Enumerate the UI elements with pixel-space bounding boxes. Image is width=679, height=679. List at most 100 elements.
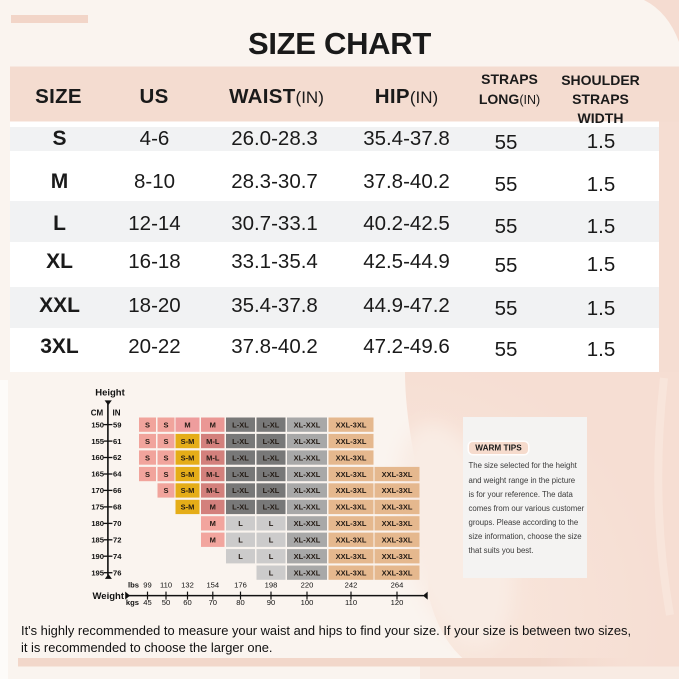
svg-text:S-M: S-M [181, 470, 195, 479]
svg-text:L-XL: L-XL [232, 486, 249, 495]
svg-text:80: 80 [236, 598, 244, 607]
svg-text:XXL-3XL: XXL-3XL [336, 470, 367, 479]
svg-text:Weight: Weight [93, 591, 125, 602]
svg-text:S: S [163, 437, 168, 446]
svg-text:L: L [269, 519, 274, 528]
svg-text:M-L: M-L [206, 437, 220, 446]
svg-text:L-XL: L-XL [232, 420, 249, 429]
svg-text:242: 242 [345, 580, 358, 589]
svg-text:L-XL: L-XL [232, 470, 249, 479]
svg-text:S-M: S-M [181, 486, 195, 495]
svg-text:176: 176 [234, 580, 247, 589]
svg-text:59: 59 [113, 420, 121, 429]
svg-text:155: 155 [91, 437, 104, 446]
svg-text:185: 185 [91, 536, 104, 545]
svg-text:XXL-3XL: XXL-3XL [336, 569, 367, 578]
svg-text:154: 154 [206, 580, 219, 589]
svg-text:M-L: M-L [206, 453, 220, 462]
svg-text:S: S [163, 453, 168, 462]
svg-text:74: 74 [113, 552, 122, 561]
svg-text:M: M [210, 536, 216, 545]
svg-text:XXL-3XL: XXL-3XL [336, 486, 367, 495]
svg-text:120: 120 [391, 598, 404, 607]
svg-text:XXL-3XL: XXL-3XL [336, 437, 367, 446]
svg-text:S-M: S-M [181, 437, 195, 446]
svg-text:XL-XXL: XL-XXL [294, 437, 321, 446]
svg-text:110: 110 [160, 580, 172, 589]
svg-text:L-XL: L-XL [232, 453, 249, 462]
svg-text:M: M [210, 420, 216, 429]
svg-text:XL-XXL: XL-XXL [294, 470, 321, 479]
svg-text:L-XL: L-XL [263, 437, 280, 446]
svg-text:XXL-3XL: XXL-3XL [382, 536, 413, 545]
svg-text:50: 50 [162, 598, 170, 607]
svg-text:M: M [210, 519, 216, 528]
svg-text:XL-XXL: XL-XXL [294, 569, 321, 578]
svg-text:XXL-3XL: XXL-3XL [382, 503, 413, 512]
svg-text:L-XL: L-XL [263, 486, 280, 495]
svg-text:XXL-3XL: XXL-3XL [382, 486, 413, 495]
svg-text:CM: CM [91, 409, 104, 418]
svg-text:M: M [210, 503, 216, 512]
svg-text:L-XL: L-XL [232, 503, 249, 512]
svg-text:264: 264 [391, 580, 404, 589]
svg-text:XL-XXL: XL-XXL [294, 453, 321, 462]
svg-text:110: 110 [345, 598, 357, 607]
svg-text:L: L [238, 519, 243, 528]
svg-text:62: 62 [113, 453, 121, 462]
svg-text:170: 170 [91, 486, 104, 495]
svg-text:L: L [269, 536, 274, 545]
svg-text:S-M: S-M [181, 453, 195, 462]
svg-text:72: 72 [113, 536, 121, 545]
svg-text:L-XL: L-XL [263, 503, 280, 512]
svg-text:S: S [145, 437, 150, 446]
svg-text:198: 198 [265, 580, 278, 589]
svg-text:XL-XXL: XL-XXL [294, 503, 321, 512]
svg-text:S: S [145, 453, 150, 462]
svg-text:68: 68 [113, 503, 121, 512]
svg-text:L-XL: L-XL [263, 420, 280, 429]
svg-text:175: 175 [91, 503, 104, 512]
svg-text:L-XL: L-XL [263, 453, 280, 462]
svg-text:XXL-3XL: XXL-3XL [336, 536, 367, 545]
svg-text:45: 45 [143, 598, 151, 607]
svg-text:L: L [238, 552, 243, 561]
svg-text:XL-XXL: XL-XXL [294, 486, 321, 495]
svg-text:XL-XXL: XL-XXL [294, 552, 321, 561]
svg-text:61: 61 [113, 437, 122, 446]
svg-text:L-XL: L-XL [232, 437, 249, 446]
svg-text:M-L: M-L [206, 486, 220, 495]
svg-text:S: S [163, 420, 168, 429]
svg-text:180: 180 [91, 519, 104, 528]
svg-text:XL-XXL: XL-XXL [294, 519, 321, 528]
svg-text:220: 220 [301, 580, 314, 589]
svg-text:76: 76 [113, 568, 121, 577]
svg-text:XXL-3XL: XXL-3XL [336, 453, 367, 462]
svg-text:60: 60 [183, 598, 191, 607]
svg-text:190: 190 [91, 552, 104, 561]
svg-text:66: 66 [113, 486, 121, 495]
svg-text:70: 70 [113, 519, 121, 528]
svg-text:90: 90 [267, 598, 275, 607]
svg-text:XXL-3XL: XXL-3XL [382, 519, 413, 528]
svg-text:S-M: S-M [181, 503, 195, 512]
svg-text:100: 100 [301, 598, 314, 607]
svg-text:165: 165 [91, 470, 104, 479]
svg-text:L-XL: L-XL [263, 470, 280, 479]
svg-text:M-L: M-L [206, 470, 220, 479]
svg-text:195: 195 [91, 568, 104, 577]
svg-text:L: L [238, 536, 243, 545]
svg-text:kgs: kgs [126, 598, 139, 607]
svg-text:S: S [145, 470, 150, 479]
svg-text:S: S [163, 486, 168, 495]
svg-text:XL-XXL: XL-XXL [294, 420, 321, 429]
svg-text:XXL-3XL: XXL-3XL [336, 503, 367, 512]
svg-text:XL-XXL: XL-XXL [294, 536, 321, 545]
svg-text:150: 150 [91, 420, 104, 429]
svg-text:S: S [145, 420, 150, 429]
svg-text:L: L [269, 552, 274, 561]
svg-text:S: S [163, 470, 168, 479]
svg-text:XXL-3XL: XXL-3XL [336, 420, 367, 429]
svg-text:XXL-3XL: XXL-3XL [336, 552, 367, 561]
svg-text:IN: IN [113, 409, 121, 418]
